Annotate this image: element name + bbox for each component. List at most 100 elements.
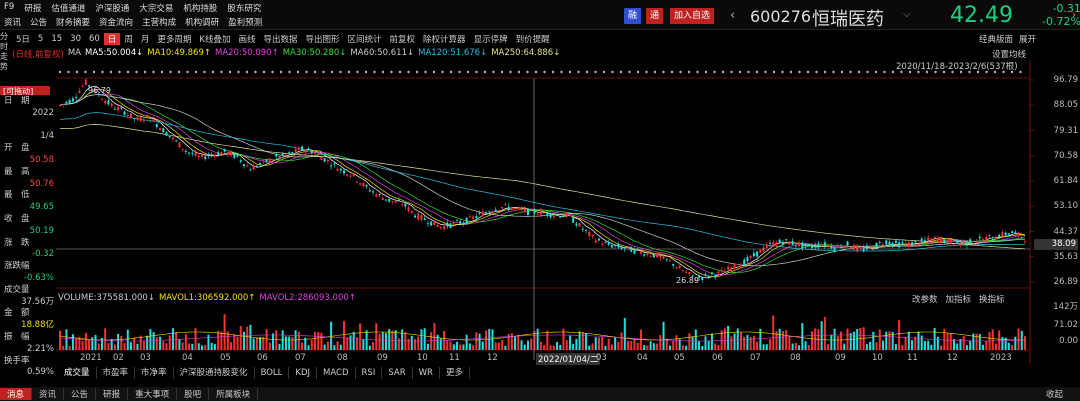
crosshair-value: 38.09 — [1034, 239, 1078, 250]
menu-item[interactable]: 股东研究 — [227, 4, 262, 14]
prev-stock-icon[interactable]: ‹ — [730, 8, 736, 23]
menu-item[interactable]: 研报 — [24, 4, 42, 14]
bottom-tab[interactable]: 资讯 — [32, 388, 65, 400]
period-7[interactable]: 周 — [124, 34, 133, 45]
menu-item[interactable]: 机构调研 — [185, 18, 220, 28]
menu-item[interactable]: 沪深股通 — [95, 4, 130, 14]
period-18[interactable]: 到价提醒 — [515, 34, 550, 45]
period-1[interactable]: 5日 — [16, 34, 30, 45]
info-label: 涨跌幅 — [4, 261, 30, 272]
set-ma-button[interactable]: 设置均线 — [992, 50, 1027, 60]
menu-item[interactable]: 大宗交易 — [139, 4, 174, 14]
info-value: 1/4 — [40, 131, 54, 142]
indicator-tab[interactable]: 更多 — [440, 367, 470, 379]
period-11[interactable]: 画线 — [238, 34, 256, 45]
chart-controls: 5日 5 15 30 60 日周月更多周期 K线叠加 画线 导出数据 导出图形 区间统计 前复权 除权计… — [0, 31, 1080, 46]
ma-legend: (日线,前复权) MA MA5:50.004↓ MA10:49.869↑ MA20:50… — [12, 48, 560, 60]
period-5[interactable]: 60 — [89, 33, 100, 44]
volume-button[interactable]: 换指标 — [979, 295, 1005, 305]
x-axis-label: 02 — [113, 353, 124, 363]
x-axis-label: 12 — [947, 353, 958, 363]
x-axis-label: 12 — [487, 353, 498, 363]
volume-button[interactable]: 改参数 — [912, 295, 938, 305]
collapse-button[interactable]: 收起 — [1046, 390, 1064, 400]
info-label: 日 期 — [4, 96, 30, 106]
add-watchlist-button[interactable]: 加入自选 — [670, 8, 715, 24]
menu-row-1: F9 研报 估值通道 沪深股通 大宗交易 机构持股 股东研究 — [4, 2, 261, 14]
period-15[interactable]: 前复权 — [389, 34, 416, 45]
indicator-tab[interactable]: KDJ — [289, 367, 318, 379]
bottom-bar: 消息 资讯 公告 研报 重大事项 股吧 所属板块 — [0, 387, 1080, 401]
info-value: -0.32 — [32, 249, 54, 260]
expand-button[interactable]: 展开 — [1019, 35, 1037, 45]
bottom-tab[interactable]: 公告 — [64, 388, 97, 400]
period-3[interactable]: 15 — [51, 33, 63, 44]
ma-label: (日线,前复权) — [12, 50, 64, 60]
indicator-tab[interactable]: WR — [413, 367, 440, 379]
bottom-tab[interactable]: 研报 — [96, 388, 129, 400]
indicator-tab[interactable]: 成交量 — [58, 367, 97, 379]
stock-connect-badge[interactable]: 通 — [646, 8, 664, 24]
menu-item[interactable]: 主营构成 — [142, 18, 177, 28]
period-2[interactable]: 5 — [37, 33, 44, 44]
x-axis-label: 10 — [417, 353, 428, 363]
x-axis-label: 05 — [220, 353, 231, 363]
menu-item[interactable]: 估值通道 — [51, 4, 86, 14]
bottom-tab[interactable]: 股吧 — [177, 388, 210, 400]
intraday-tab[interactable]: 分时走势 — [0, 32, 8, 71]
volume-legend: VOLUME:375581.000↓ MAVOL1:306592.000↑ MAVO… — [58, 293, 356, 303]
bottom-tab[interactable]: 消息 — [0, 388, 33, 400]
x-axis-label: 04 — [637, 353, 648, 363]
next-stock-icon[interactable]: › — [1072, 10, 1076, 21]
indicator-tab[interactable]: 市净率 — [135, 367, 174, 379]
period-8[interactable]: 月 — [140, 34, 150, 45]
indicator-tab[interactable]: MACD — [317, 367, 356, 379]
volume-button[interactable]: 加指标 — [945, 295, 972, 305]
ma-label: MA120:51.676↓ — [418, 48, 488, 58]
period-14[interactable]: 区间统计 — [347, 34, 382, 45]
indicator-tab[interactable]: RSI — [356, 367, 383, 379]
menu-item[interactable]: 公告 — [30, 18, 48, 28]
dropdown-arrow-icon[interactable]: ⌵ — [903, 9, 911, 20]
indicator-tab[interactable]: SAR — [382, 367, 413, 379]
menu-item[interactable]: 财务摘要 — [56, 18, 91, 28]
x-axis-label: 10 — [872, 353, 883, 363]
period-17[interactable]: 显示停牌 — [473, 34, 508, 45]
menu-item[interactable]: 资金流向 — [99, 18, 134, 28]
margin-trading-badge[interactable]: 融 — [624, 8, 642, 24]
range-label: 2020/11/18-2023/2/6(537根) — [896, 62, 1018, 72]
indicator-tabs: 成交量 市盈率 市净率 沪深股通持股变化 BOLL KDJ MACD RSI SAR WR 更多 — [58, 367, 470, 379]
period-6[interactable]: 日 — [103, 32, 121, 45]
info-value: 49.65 — [29, 202, 54, 213]
x-axis-label: 11 — [449, 353, 460, 363]
price-axis-label: 35.63 — [1053, 251, 1078, 262]
period-16[interactable]: 除权计算器 — [423, 34, 466, 45]
info-label: 开 盘 — [4, 143, 30, 154]
period-9[interactable]: 更多周期 — [157, 34, 192, 45]
period-10[interactable]: K线叠加 — [199, 34, 231, 45]
menu-item[interactable]: 资讯 — [4, 18, 22, 28]
x-axis-label: 2023 — [990, 353, 1012, 363]
bottom-tab[interactable]: 所属板块 — [209, 388, 259, 400]
indicator-tab[interactable]: 沪深股通持股变化 — [174, 367, 255, 379]
bottom-tab[interactable]: 重大事项 — [128, 388, 178, 400]
menu-item[interactable]: 盈利预测 — [228, 18, 263, 28]
x-axis-label: 06 — [257, 353, 268, 363]
classic-layout-button[interactable]: 经典版面 — [979, 35, 1014, 45]
info-value: 37.56万 — [21, 296, 54, 307]
info-value: -0.63% — [23, 272, 54, 283]
low-label: 26.89 — [676, 276, 699, 285]
period-13[interactable]: 导出图形 — [305, 34, 340, 45]
period-4[interactable]: 30 — [70, 33, 81, 44]
x-axis-label: 06 — [712, 353, 723, 363]
drag-label[interactable]: [可拖动] — [0, 86, 50, 96]
info-value: 18.88亿 — [21, 320, 54, 331]
menu-item[interactable]: 机构持股 — [183, 4, 218, 14]
menu-item[interactable]: F9 — [4, 2, 15, 12]
period-12[interactable]: 导出数据 — [263, 34, 298, 45]
stock-name: 恒瑞医药 — [812, 9, 884, 30]
price-axis-label: 96.79 — [1053, 75, 1078, 85]
indicator-tab[interactable]: BOLL — [255, 367, 290, 379]
indicator-tab[interactable]: 市盈率 — [97, 367, 136, 379]
